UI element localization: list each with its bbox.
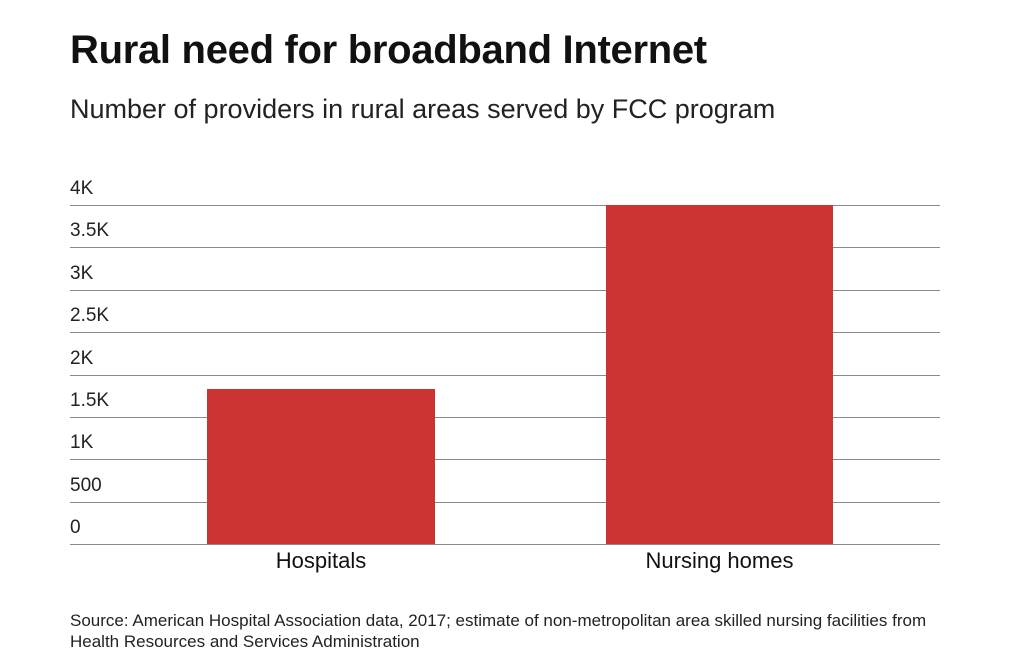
gridline xyxy=(70,247,940,249)
gridline xyxy=(70,501,940,503)
gridline xyxy=(70,459,940,461)
chart-subtitle: Number of providers in rural areas serve… xyxy=(70,94,776,124)
gridline xyxy=(70,544,940,545)
source-note: Source: American Hospital Association da… xyxy=(70,611,927,651)
plot-area: 0 500 1K 1.5K 2K 2.5K 3K 3.5K 4K xyxy=(70,178,940,545)
y-tick-label: 4K xyxy=(70,178,94,199)
y-tick-label: 1.5K xyxy=(70,389,110,411)
gridline xyxy=(70,332,940,334)
gridline xyxy=(70,205,940,206)
bar-nursing-homes xyxy=(606,205,833,544)
y-tick-label: 3K xyxy=(70,262,94,284)
chart-title: Rural need for broadband Internet xyxy=(70,28,707,72)
y-tick-label: 1K xyxy=(70,432,94,454)
y-tick-label: 2K xyxy=(70,347,94,369)
gridline xyxy=(70,289,940,291)
x-label-hospitals: Hospitals xyxy=(275,548,367,573)
y-tick-label: 500 xyxy=(70,474,102,496)
y-tick-label: 2.5K xyxy=(70,305,110,327)
gridline xyxy=(70,374,940,376)
x-label-nursing-homes: Nursing homes xyxy=(645,548,794,573)
gridline xyxy=(70,416,940,418)
y-tick-label: 3.5K xyxy=(70,220,110,242)
bar-hospitals xyxy=(207,389,435,544)
y-tick-label: 0 xyxy=(70,517,81,538)
